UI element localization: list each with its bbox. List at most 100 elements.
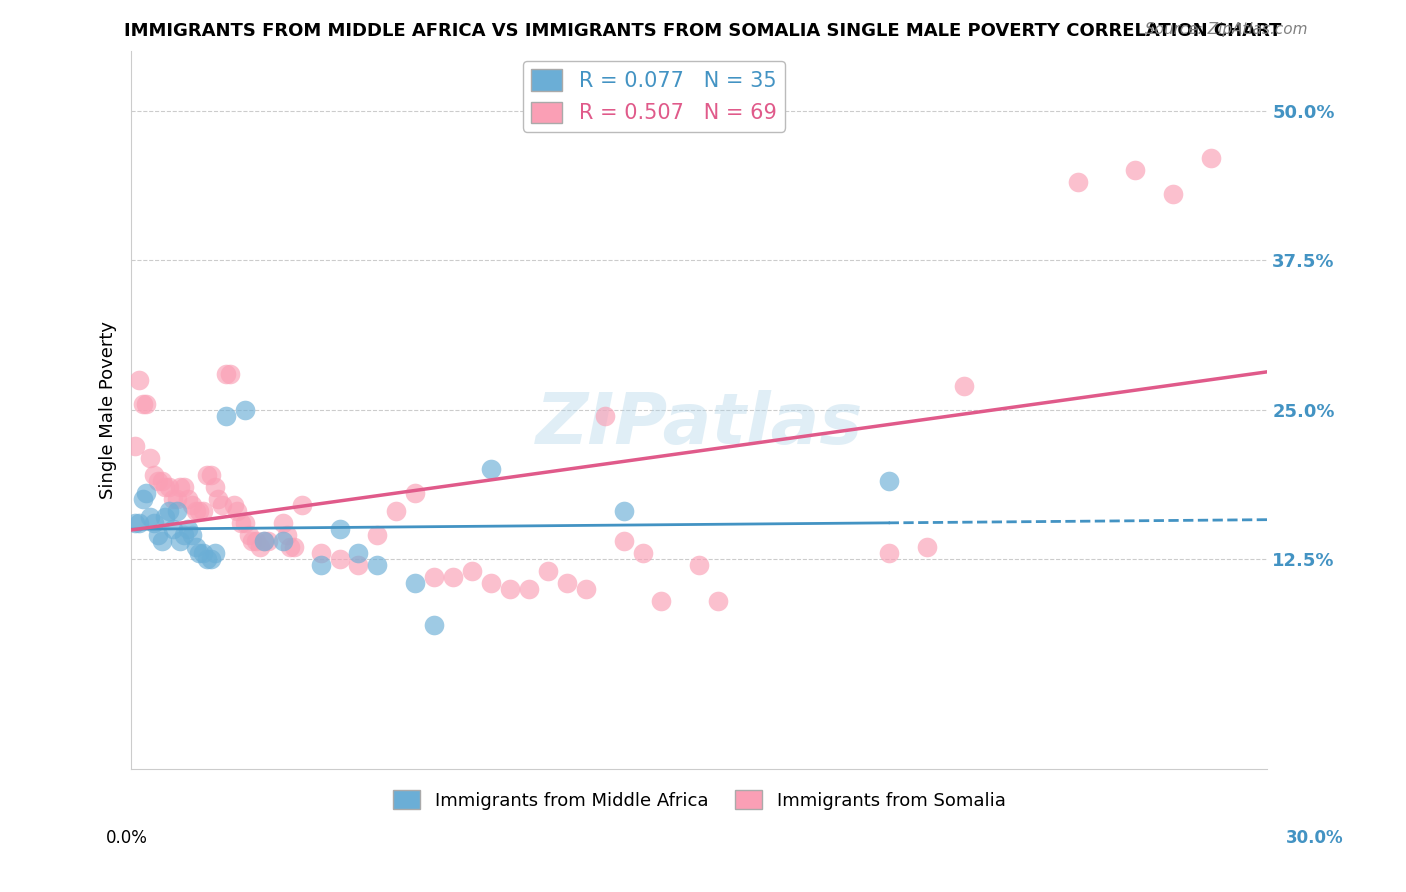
- Point: [188, 504, 211, 518]
- Point: [309, 558, 332, 573]
- Point: [479, 576, 502, 591]
- Point: [537, 564, 560, 578]
- Point: [218, 367, 240, 381]
- Point: [256, 534, 278, 549]
- Point: [207, 492, 229, 507]
- Point: [404, 576, 426, 591]
- Text: 0.0%: 0.0%: [105, 829, 148, 847]
- Point: [184, 541, 207, 555]
- Point: [162, 522, 184, 536]
- Point: [169, 480, 191, 494]
- Point: [1067, 175, 1090, 189]
- Point: [128, 516, 150, 531]
- Text: IMMIGRANTS FROM MIDDLE AFRICA VS IMMIGRANTS FROM SOMALIA SINGLE MALE POVERTY COR: IMMIGRANTS FROM MIDDLE AFRICA VS IMMIGRA…: [124, 22, 1282, 40]
- Point: [1161, 187, 1184, 202]
- Point: [173, 528, 195, 542]
- Point: [184, 504, 207, 518]
- Point: [150, 534, 173, 549]
- Point: [226, 504, 249, 518]
- Point: [347, 558, 370, 573]
- Point: [385, 504, 408, 518]
- Point: [143, 516, 166, 531]
- Point: [499, 582, 522, 596]
- Point: [157, 480, 180, 494]
- Point: [131, 397, 153, 411]
- Point: [271, 534, 294, 549]
- Point: [166, 504, 188, 518]
- Point: [143, 468, 166, 483]
- Point: [253, 534, 276, 549]
- Point: [423, 618, 446, 632]
- Point: [139, 510, 162, 524]
- Point: [238, 528, 260, 542]
- Point: [146, 528, 169, 542]
- Point: [915, 541, 938, 555]
- Point: [193, 504, 215, 518]
- Point: [215, 367, 238, 381]
- Point: [309, 546, 332, 560]
- Point: [233, 402, 256, 417]
- Point: [155, 510, 177, 524]
- Point: [166, 492, 188, 507]
- Point: [124, 439, 146, 453]
- Point: [249, 541, 271, 555]
- Point: [877, 475, 900, 489]
- Point: [135, 486, 157, 500]
- Point: [1199, 152, 1222, 166]
- Point: [211, 499, 233, 513]
- Point: [222, 499, 245, 513]
- Point: [200, 468, 222, 483]
- Point: [242, 534, 264, 549]
- Point: [461, 564, 484, 578]
- Point: [180, 528, 202, 542]
- Point: [613, 504, 636, 518]
- Point: [283, 541, 305, 555]
- Point: [195, 468, 218, 483]
- Text: Source: ZipAtlas.com: Source: ZipAtlas.com: [1144, 22, 1308, 37]
- Legend: Immigrants from Middle Africa, Immigrants from Somalia: Immigrants from Middle Africa, Immigrant…: [385, 783, 1012, 817]
- Point: [193, 546, 215, 560]
- Point: [131, 492, 153, 507]
- Point: [162, 492, 184, 507]
- Point: [631, 546, 654, 560]
- Point: [157, 504, 180, 518]
- Point: [441, 570, 464, 584]
- Point: [146, 475, 169, 489]
- Point: [188, 546, 211, 560]
- Point: [173, 480, 195, 494]
- Point: [328, 522, 350, 536]
- Point: [953, 378, 976, 392]
- Point: [1123, 163, 1146, 178]
- Point: [200, 552, 222, 566]
- Point: [215, 409, 238, 423]
- Point: [555, 576, 578, 591]
- Point: [650, 594, 672, 608]
- Point: [135, 397, 157, 411]
- Point: [613, 534, 636, 549]
- Point: [204, 546, 226, 560]
- Y-axis label: Single Male Poverty: Single Male Poverty: [100, 320, 117, 499]
- Point: [128, 373, 150, 387]
- Point: [593, 409, 616, 423]
- Point: [479, 462, 502, 476]
- Point: [291, 499, 314, 513]
- Point: [180, 499, 202, 513]
- Point: [517, 582, 540, 596]
- Point: [276, 528, 298, 542]
- Point: [707, 594, 730, 608]
- Point: [366, 528, 388, 542]
- Point: [575, 582, 598, 596]
- Point: [139, 450, 162, 465]
- Point: [150, 475, 173, 489]
- Point: [177, 522, 200, 536]
- Point: [253, 534, 276, 549]
- Point: [124, 516, 146, 531]
- Point: [366, 558, 388, 573]
- Point: [245, 534, 267, 549]
- Point: [347, 546, 370, 560]
- Text: ZIPatlas: ZIPatlas: [536, 390, 863, 458]
- Point: [278, 541, 301, 555]
- Point: [688, 558, 710, 573]
- Point: [169, 534, 191, 549]
- Point: [233, 516, 256, 531]
